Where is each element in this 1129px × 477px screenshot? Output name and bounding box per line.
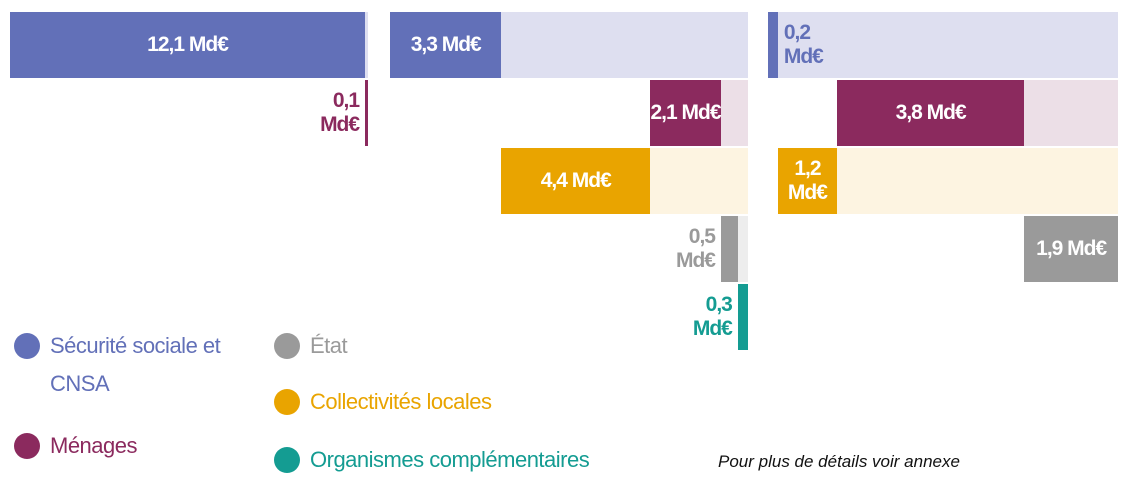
legend-label: État	[310, 333, 348, 358]
row-band	[768, 12, 1118, 78]
value-label: 4,4 Md€	[540, 169, 612, 192]
legend-label: Organismes complémentaires	[310, 447, 590, 472]
note: Pour plus de détails voir annexe	[718, 452, 960, 471]
value-label: 2,1 Md€	[650, 101, 721, 124]
value-label: 1,9 Md€	[1036, 237, 1107, 260]
value-label: 3,8 Md€	[895, 101, 967, 124]
value-label: 0,1 Md€	[320, 89, 360, 136]
value-label: 0,5 Md€	[675, 225, 716, 272]
value-label: 0,3 Md€	[692, 293, 733, 340]
legend-swatch	[14, 433, 40, 459]
bar	[720, 216, 738, 282]
legend-label: Ménages	[50, 433, 138, 458]
legend-swatch	[274, 447, 300, 473]
bar	[737, 284, 748, 350]
bar	[390, 12, 502, 78]
value-label: 0,2 Md€	[783, 21, 824, 68]
bar	[837, 80, 1025, 146]
legend-swatch	[274, 333, 300, 359]
bar	[777, 148, 837, 214]
value-label: 12,1 Md€	[147, 33, 229, 56]
legend-swatch	[274, 389, 300, 415]
legend-label: Collectivités locales	[310, 389, 492, 414]
legend-label: Sécurité sociale et CNSA	[50, 333, 221, 396]
bar	[10, 12, 366, 78]
bar	[365, 80, 368, 146]
legend-swatch	[14, 333, 40, 359]
bar	[650, 80, 721, 146]
value-label: 3,3 Md€	[410, 33, 482, 56]
bar	[1024, 216, 1118, 282]
bar	[768, 12, 778, 78]
value-label: 1,2 Md€	[787, 157, 828, 204]
bar	[501, 148, 651, 214]
